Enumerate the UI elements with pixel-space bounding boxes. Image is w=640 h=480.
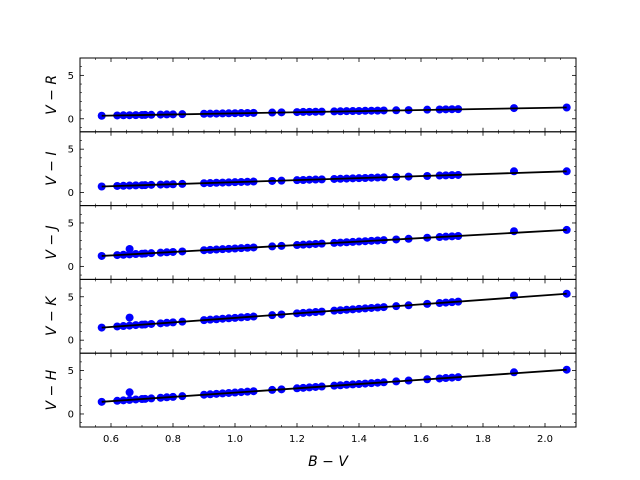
data-point [510,167,518,176]
y-axis-label: V − R [44,75,60,115]
fit-line [101,106,567,117]
x-tick-label: 2.0 [537,434,553,445]
y-axis-label: V − K [44,295,60,336]
x-tick-label: 1.4 [351,434,367,445]
y-tick-label: 5 [68,71,74,82]
data-point-outlier [125,388,134,397]
x-tick-label: 1.2 [289,434,305,445]
subplot-panel: 0 5 V − J [44,205,577,280]
subplot-panel: 0 5 V − K [44,278,577,354]
subplot-stack: 0 5 V − R 0 5 V − I 0 5 V − J 0 5 V − K 0 5 V − H [44,57,577,428]
x-tick-label: 1.6 [413,434,429,445]
y-tick-label: 0 [68,262,74,273]
y-tick-label: 0 [68,114,74,125]
subplot-panel: 0 5 V − I [44,131,577,207]
x-axis-label: B − V [308,454,349,470]
fit-line [101,229,567,257]
y-tick-label: 0 [68,188,74,199]
y-tick-label: 5 [68,218,74,229]
panel-frame [79,278,577,354]
x-axis-ticks: 0.6 0.8 1.0 1.2 1.4 1.6 1.8 2.0 [103,434,553,445]
x-tick-label: 0.6 [103,434,119,445]
fit-line [101,368,567,403]
y-tick-label: 5 [68,145,74,156]
y-axis-label: V − J [44,225,60,259]
data-point [510,227,518,236]
y-tick-label: 0 [68,336,74,347]
y-axis-label: V − I [44,152,60,186]
fit-line [101,170,567,188]
x-tick-label: 1.0 [227,434,243,445]
x-tick-label: 1.8 [475,434,491,445]
panel-frame [79,131,577,207]
y-axis-label: V − H [44,369,60,410]
y-tick-label: 5 [68,292,74,303]
fit-line [101,292,567,329]
x-tick-label: 0.8 [165,434,181,445]
y-tick-label: 5 [68,366,74,377]
subplot-panel: 0 5 V − R [44,57,577,133]
panel-frame [79,57,577,133]
panel-frame [79,352,577,428]
subplot-panel: 0 5 V − H [44,352,577,428]
data-point-outlier [125,313,134,322]
y-tick-label: 0 [68,409,74,420]
data-point-outlier [125,245,134,254]
